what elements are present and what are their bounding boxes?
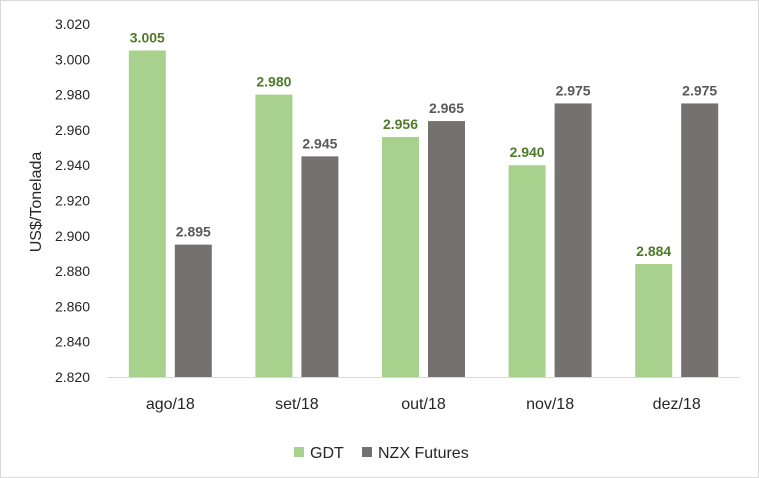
data-label-gdt: 2.940 [510,144,545,160]
x-tick-label: ago/18 [146,396,195,413]
bar-nzx-futures [174,244,212,377]
y-axis: 2.820 2.840 2.860 2.880 2.900 2.920 2.940 2.960… [55,16,90,385]
y-tick-label: 2.880 [55,263,90,279]
bar-nzx-futures [554,103,592,378]
data-label-gdt: 2.956 [383,116,418,132]
data-label-nzx-futures: 2.965 [429,100,464,116]
x-tick-label: out/18 [401,396,446,413]
legend-swatch-nzx-futures [362,447,372,457]
bar-nzx-futures [301,156,339,377]
y-tick-label: 3.000 [55,51,90,67]
y-tick-label: 2.960 [55,122,90,138]
bar-gdt [508,165,546,377]
y-tick-label: 3.020 [55,16,90,32]
legend-swatch-gdt [294,447,304,457]
y-tick-label: 2.920 [55,193,90,209]
data-label-nzx-futures: 2.975 [682,82,717,98]
y-tick-label: 2.980 [55,87,90,103]
y-tick-label: 2.860 [55,298,90,314]
y-tick-label: 2.840 [55,334,90,350]
legend: GDT NZX Futures [294,445,469,462]
y-tick-label: 2.900 [55,228,90,244]
x-tick-label: set/18 [275,396,319,413]
data-label-gdt: 2.980 [256,74,291,90]
legend-label-nzx-futures: NZX Futures [378,445,469,462]
y-tick-label: 2.820 [55,369,90,385]
bar-gdt [382,136,419,377]
bars: 3.005 2.895 2.980 2.945 2.956 2.965 2.940 2.975… [128,29,719,378]
y-axis-title: US$/Tonelada [28,152,45,253]
x-tick-label: nov/18 [526,396,574,413]
bar-gdt [255,94,293,377]
y-tick-label: 2.940 [55,157,90,173]
data-label-nzx-futures: 2.895 [176,224,211,240]
x-tick-label: dez/18 [653,396,701,413]
data-label-nzx-futures: 2.975 [556,82,591,98]
bar-gdt [635,264,673,377]
data-label-gdt: 3.005 [130,29,165,45]
x-axis: ago/18 set/18 out/18 nov/18 dez/18 [107,377,740,413]
bar-nzx-futures [681,103,719,378]
data-label-nzx-futures: 2.945 [302,135,337,151]
legend-label-gdt: GDT [310,445,344,462]
bar-gdt [128,50,166,377]
data-label-gdt: 2.884 [636,243,671,259]
bar-nzx-futures [428,121,465,377]
